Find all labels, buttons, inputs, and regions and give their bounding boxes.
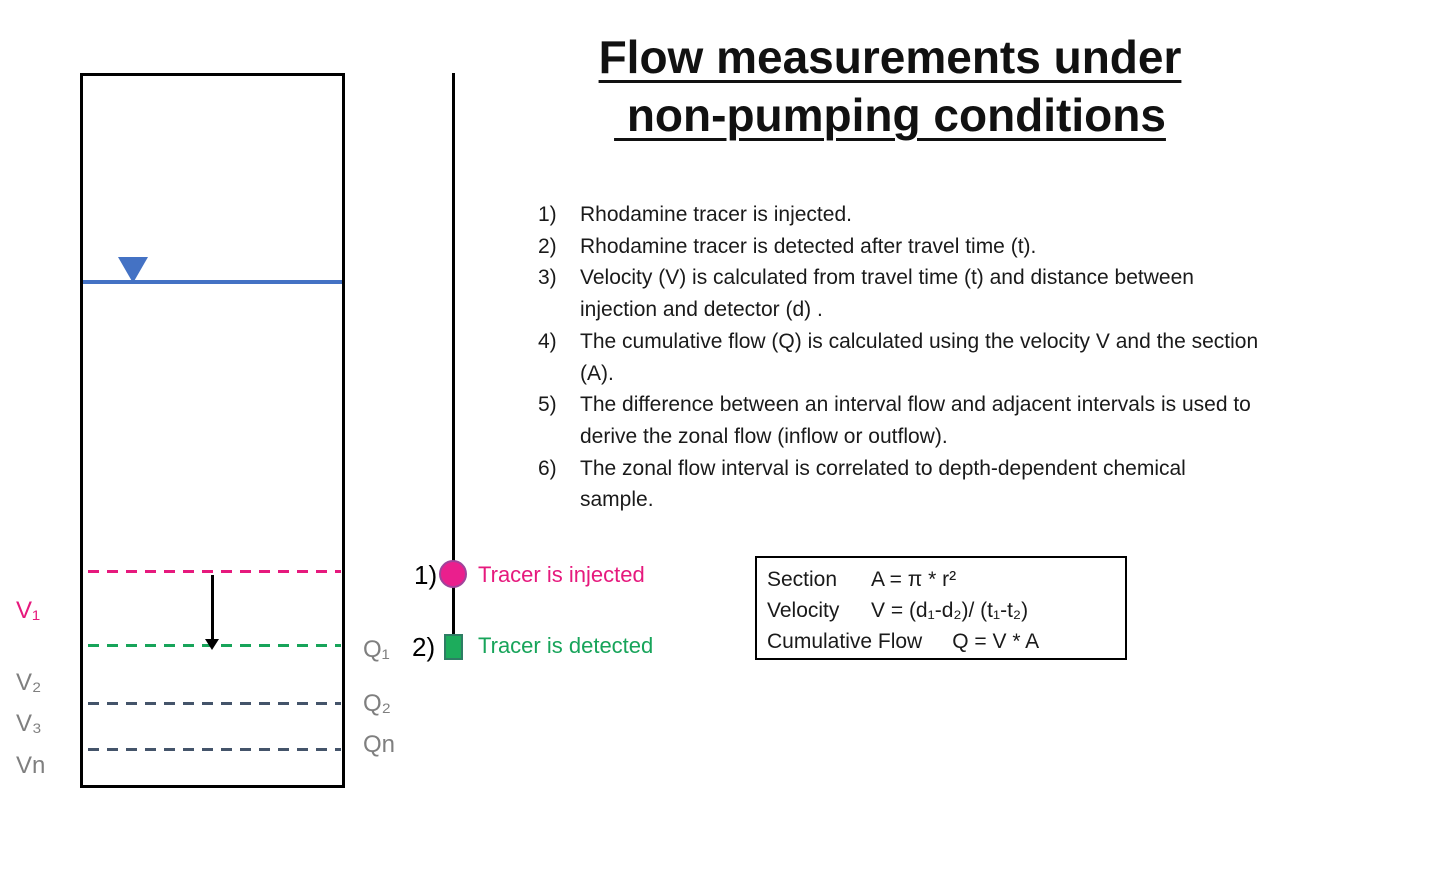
step-number: 3) bbox=[538, 266, 557, 290]
travel-arrow bbox=[211, 575, 214, 640]
label-q1: Q₁ bbox=[363, 636, 390, 663]
list-item: 3) Velocity (V) is calculated from trave… bbox=[538, 262, 1408, 325]
injection-marker-icon bbox=[439, 560, 467, 588]
formula-row-section: Section A = π * r² bbox=[767, 564, 1125, 595]
list-item: 4) The cumulative flow (Q) is calculated… bbox=[538, 326, 1408, 389]
step-text: Velocity (V) is calculated from travel t… bbox=[580, 266, 1194, 290]
page-title: Flow measurements under non-pumping cond… bbox=[540, 28, 1240, 144]
step-text: The difference between an interval flow … bbox=[580, 393, 1251, 417]
formula-expression: Q = V * A bbox=[952, 630, 1040, 653]
list-item: 1) Rhodamine tracer is injected. bbox=[538, 199, 1408, 231]
label-vn: Vn bbox=[16, 752, 46, 779]
formula-row-cumulative-flow: Cumulative Flow Q = V * A bbox=[767, 626, 1125, 657]
formula-expression: V = (d₁-d₂)/ (t₁-t₂) bbox=[871, 599, 1029, 622]
list-item: 5) The difference between an interval fl… bbox=[538, 389, 1408, 452]
step-number: 1) bbox=[538, 203, 557, 226]
step-text: injection and detector (d) . bbox=[580, 298, 823, 322]
label-v1: V₁ bbox=[16, 597, 41, 624]
tracer-detected-label: Tracer is detected bbox=[478, 633, 654, 658]
step-text: (A). bbox=[580, 361, 614, 385]
interval-depth-line-n bbox=[88, 748, 341, 751]
step-text: Rhodamine tracer is detected after trave… bbox=[580, 234, 1037, 258]
water-level-marker-icon bbox=[118, 257, 148, 283]
list-item: 6) The zonal flow interval is correlated… bbox=[538, 453, 1408, 516]
formula-expression: A = π * r² bbox=[871, 568, 957, 591]
label-qn: Qn bbox=[363, 731, 396, 758]
procedure-list: 1) Rhodamine tracer is injected. 2) Rhod… bbox=[538, 199, 1408, 516]
page-title-line-1: Flow measurements under bbox=[598, 31, 1182, 83]
interval-depth-line-2 bbox=[88, 702, 341, 705]
step-number: 5) bbox=[538, 393, 557, 417]
well-diagram bbox=[80, 73, 345, 788]
step-text: derive the zonal flow (inflow or outflow… bbox=[580, 424, 948, 448]
step-number: 6) bbox=[538, 456, 557, 480]
tracer-injected-label: Tracer is injected bbox=[478, 562, 645, 587]
tracer-probe-line bbox=[452, 73, 455, 651]
formula-label: Cumulative Flow bbox=[767, 630, 923, 653]
marker-number-2: 2) bbox=[412, 632, 436, 662]
step-text: The zonal flow interval is correlated to… bbox=[580, 456, 1186, 480]
injection-depth-line bbox=[88, 570, 341, 573]
formula-box: Section A = π * r² Velocity V = (d₁-d₂)/… bbox=[755, 556, 1127, 660]
marker-number-1: 1) bbox=[414, 560, 438, 590]
arrow-down-icon bbox=[205, 639, 219, 650]
step-number: 2) bbox=[538, 234, 557, 258]
label-v2: V₂ bbox=[16, 669, 42, 696]
page-title-line-2: non-pumping conditions bbox=[614, 89, 1166, 141]
step-text: The cumulative flow (Q) is calculated us… bbox=[580, 329, 1259, 353]
water-level-line bbox=[83, 280, 342, 284]
step-number: 4) bbox=[538, 329, 557, 353]
detection-marker-icon bbox=[444, 634, 463, 660]
formula-row-velocity: Velocity V = (d₁-d₂)/ (t₁-t₂) bbox=[767, 595, 1125, 626]
label-v3: V₃ bbox=[16, 710, 42, 737]
formula-label: Velocity bbox=[767, 599, 840, 622]
step-text: Rhodamine tracer is injected. bbox=[580, 203, 852, 226]
formula-label: Section bbox=[767, 568, 838, 591]
list-item: 2) Rhodamine tracer is detected after tr… bbox=[538, 231, 1408, 263]
label-q2: Q₂ bbox=[363, 690, 391, 717]
step-text: sample. bbox=[580, 488, 654, 512]
